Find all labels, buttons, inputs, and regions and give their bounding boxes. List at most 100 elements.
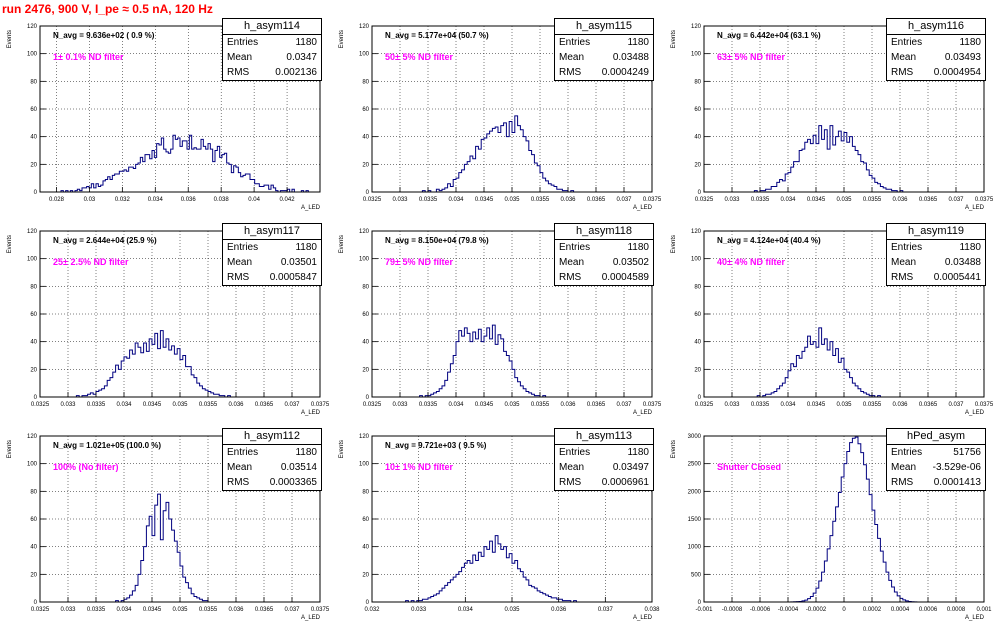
y-tick-label: 80 — [362, 489, 369, 495]
x-tick-label: 0.0325 — [31, 607, 50, 613]
stats-box: h_asym112 Entries 1180 Mean 0.03514 RMS 0.0003… — [222, 428, 322, 491]
x-tick-label: 0.0365 — [919, 402, 938, 408]
y-tick-label: 20 — [362, 367, 369, 373]
y-tick-label: 80 — [30, 79, 37, 85]
x-tick-label: 0.0375 — [311, 607, 330, 613]
histogram-pad-h_asym118: 0.0325 0.033 0.0335 0.034 0.0345 0.035 0.0355 0… — [332, 215, 664, 420]
x-tick-label: -0.0002 — [806, 607, 827, 613]
x-tick-label: 0.0335 — [419, 197, 438, 203]
stats-key: Entries — [227, 242, 259, 253]
x-tick-label: 0.038 — [214, 197, 230, 203]
x-tick-label: 0.0335 — [87, 607, 106, 613]
stats-row: Entries 1180 — [555, 35, 653, 50]
y-tick-label: 60 — [30, 517, 37, 523]
y-tick-label: 60 — [362, 312, 369, 318]
histogram-pad-h_asym119: 0.0325 0.033 0.0335 0.034 0.0345 0.035 0.0355 0… — [664, 215, 996, 420]
y-tick-label: 80 — [362, 284, 369, 290]
y-tick-label: 20 — [694, 162, 701, 168]
histogram-pad-h_asym112: 0.0325 0.033 0.0335 0.034 0.0345 0.035 0.0355 0… — [0, 420, 332, 625]
stats-value: 1180 — [295, 447, 317, 458]
stats-key: RMS — [227, 272, 250, 283]
stats-title: h_asym116 — [887, 19, 985, 35]
x-tick-label: 0.0365 — [255, 607, 274, 613]
y-tick-label: 20 — [30, 162, 37, 168]
x-tick-label: 0.0345 — [807, 197, 826, 203]
stats-title: h_asym118 — [555, 224, 653, 240]
y-tick-label: 20 — [30, 572, 37, 578]
y-tick-label: 120 — [359, 434, 370, 440]
stats-value: -3.529e-06 — [932, 462, 981, 473]
stats-row: Mean 0.03502 — [555, 255, 653, 270]
x-tick-label: 0.0365 — [255, 402, 274, 408]
y-axis-title: Events — [339, 30, 345, 48]
x-axis-title: A_LED — [633, 205, 653, 211]
y-tick-label: 2500 — [688, 462, 702, 468]
y-axis-title: Events — [339, 440, 345, 458]
stats-value: 0.0006961 — [601, 477, 649, 488]
x-axis-title: A_LED — [633, 615, 653, 621]
x-tick-label: 0.0345 — [143, 402, 162, 408]
x-tick-label: 0.0355 — [863, 402, 882, 408]
x-tick-label: 0.0002 — [863, 607, 882, 613]
y-tick-label: 0 — [366, 190, 370, 196]
filter-label: 1± 0.1% ND filter — [53, 52, 124, 62]
stats-value: 1180 — [295, 242, 317, 253]
histogram-pad-h_asym114: 0.028 0.03 0.032 0.034 0.036 0.038 0.04 0.042 0 2… — [0, 10, 332, 215]
navg-text: N_avg = 5.177e+04 (50.7 %) — [385, 31, 489, 40]
stats-value: 0.03488 — [612, 52, 649, 63]
stats-value: 0.0004589 — [601, 272, 649, 283]
stats-value: 0.0004249 — [601, 67, 649, 78]
x-tick-label: -0.0004 — [778, 607, 799, 613]
x-axis-title: A_LED — [633, 410, 653, 416]
y-tick-label: 40 — [694, 340, 701, 346]
y-tick-label: 40 — [362, 340, 369, 346]
x-axis-title: A_LED — [301, 410, 321, 416]
x-tick-label: 0.0375 — [975, 197, 994, 203]
stats-value: 51756 — [953, 447, 981, 458]
stats-value: 0.0003365 — [269, 477, 317, 488]
x-tick-label: 0.037 — [616, 402, 632, 408]
y-tick-label: 40 — [362, 135, 369, 141]
x-tick-label: 0.0365 — [919, 197, 938, 203]
stats-key: Entries — [559, 447, 591, 458]
stats-key: Entries — [227, 37, 259, 48]
stats-title: h_asym113 — [555, 429, 653, 445]
x-tick-label: 0.0355 — [531, 402, 550, 408]
x-tick-label: -0.0006 — [750, 607, 771, 613]
x-tick-label: 0.033 — [392, 402, 408, 408]
y-tick-label: 120 — [27, 229, 38, 235]
y-tick-label: 500 — [691, 572, 702, 578]
y-tick-label: 60 — [694, 107, 701, 113]
stats-title: h_asym112 — [223, 429, 321, 445]
y-axis-title: Events — [671, 235, 677, 253]
stats-row: Entries 1180 — [887, 240, 985, 255]
stats-key: Entries — [891, 447, 923, 458]
stats-box: h_asym115 Entries 1180 Mean 0.03488 RMS 0.0004… — [554, 18, 654, 81]
stats-value: 0.0005847 — [269, 272, 317, 283]
x-tick-label: 0.0325 — [695, 402, 714, 408]
stats-key: Mean — [559, 462, 585, 473]
x-tick-label: 0.0345 — [143, 607, 162, 613]
filter-label: 50± 5% ND filter — [385, 52, 453, 62]
stats-value: 1180 — [627, 447, 649, 458]
stats-value: 1180 — [295, 37, 317, 48]
stats-key: Mean — [891, 257, 917, 268]
navg-text: N_avg = 1.021e+05 (100.0 %) — [53, 441, 161, 450]
x-tick-label: -0.001 — [695, 607, 713, 613]
stats-title: h_asym114 — [223, 19, 321, 35]
y-tick-label: 0 — [34, 600, 38, 606]
x-tick-label: 0.036 — [560, 197, 576, 203]
x-axis-title: A_LED — [965, 615, 985, 621]
x-tick-label: 0.034 — [458, 607, 474, 613]
filter-label: 25± 2.5% ND filter — [53, 257, 129, 267]
y-tick-label: 2000 — [688, 489, 702, 495]
x-tick-label: 0.0355 — [863, 197, 882, 203]
y-tick-label: 0 — [366, 395, 370, 401]
stats-value: 0.03501 — [280, 257, 317, 268]
histogram-line — [704, 327, 984, 398]
stats-row: Mean 0.03501 — [223, 255, 321, 270]
x-tick-label: 0.0004 — [891, 607, 910, 613]
stats-row: RMS 0.0004249 — [555, 65, 653, 80]
y-tick-label: 100 — [27, 52, 38, 58]
x-tick-label: 0.04 — [248, 197, 260, 203]
